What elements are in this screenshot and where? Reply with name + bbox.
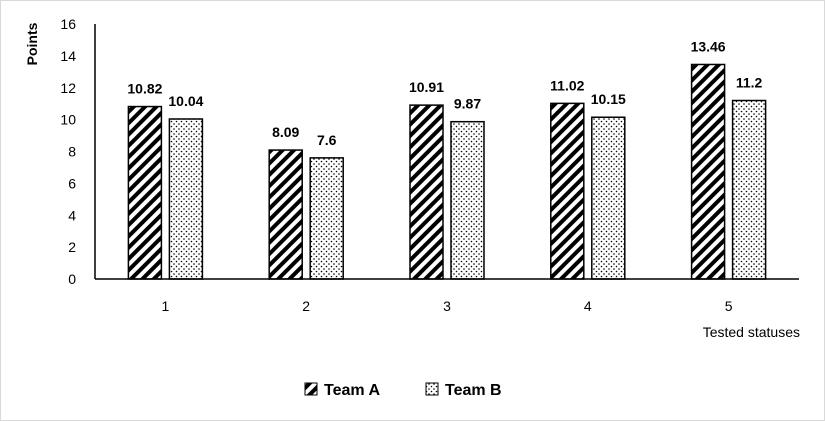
y-tick-label: 12 (60, 80, 76, 96)
bars (127, 63, 767, 280)
legend-label-team-a: Team A (324, 382, 380, 399)
data-label-team-b-5: 11.2 (736, 75, 763, 91)
x-tick-label: 5 (725, 298, 733, 314)
data-label-team-b-1: 10.04 (168, 93, 203, 109)
y-tick-label: 6 (68, 175, 76, 191)
bar-team-a-5 (690, 63, 726, 280)
x-axis-ticks: 1 2 3 4 5 (162, 298, 733, 314)
y-tick-label: 14 (60, 48, 76, 64)
y-tick-label: 10 (60, 112, 76, 128)
y-tick-label: 8 (68, 144, 76, 160)
axes (94, 24, 799, 280)
bar-team-b-2 (309, 157, 344, 280)
legend-swatch-team-b (425, 382, 439, 396)
bar-team-a-4 (550, 102, 585, 280)
data-label-team-a-3: 10.91 (409, 79, 444, 95)
data-label-team-b-2: 7.6 (317, 132, 337, 148)
data-label-team-a-5: 13.46 (691, 38, 726, 54)
data-label-team-a-1: 10.82 (127, 81, 162, 97)
data-label-team-b-3: 9.87 (454, 96, 481, 112)
bar-team-b-5 (731, 99, 767, 280)
x-tick-label: 4 (584, 298, 592, 314)
x-tick-label: 3 (443, 298, 451, 314)
bar-team-a-2 (268, 149, 303, 280)
legend-swatch-team-a (304, 382, 318, 396)
bar-team-b-1 (168, 118, 204, 280)
data-label-team-b-4: 10.15 (591, 91, 626, 107)
legend: Team A Team B (304, 382, 502, 399)
bar-team-b-4 (591, 116, 626, 280)
bar-team-a-1 (127, 105, 163, 280)
y-tick-label: 0 (68, 271, 76, 287)
data-labels: 10.82 10.04 8.09 7.6 10.91 9.87 11.02 10.15 13.4… (127, 38, 762, 147)
bar-team-a-3 (409, 104, 444, 280)
legend-label-team-b: Team B (445, 382, 502, 399)
y-axis-label: Points (24, 22, 40, 65)
x-axis-label: Tested statuses (703, 324, 800, 340)
y-tick-label: 16 (60, 16, 76, 32)
y-tick-label: 2 (68, 239, 76, 255)
x-tick-label: 2 (302, 298, 310, 314)
y-tick-label: 4 (68, 207, 76, 223)
y-axis-ticks: 0 2 4 6 8 10 12 14 16 (60, 16, 76, 287)
bar-team-b-3 (450, 120, 485, 280)
data-label-team-a-4: 11.02 (550, 77, 584, 93)
data-label-team-a-2: 8.09 (272, 124, 299, 140)
x-tick-label: 1 (162, 298, 170, 314)
